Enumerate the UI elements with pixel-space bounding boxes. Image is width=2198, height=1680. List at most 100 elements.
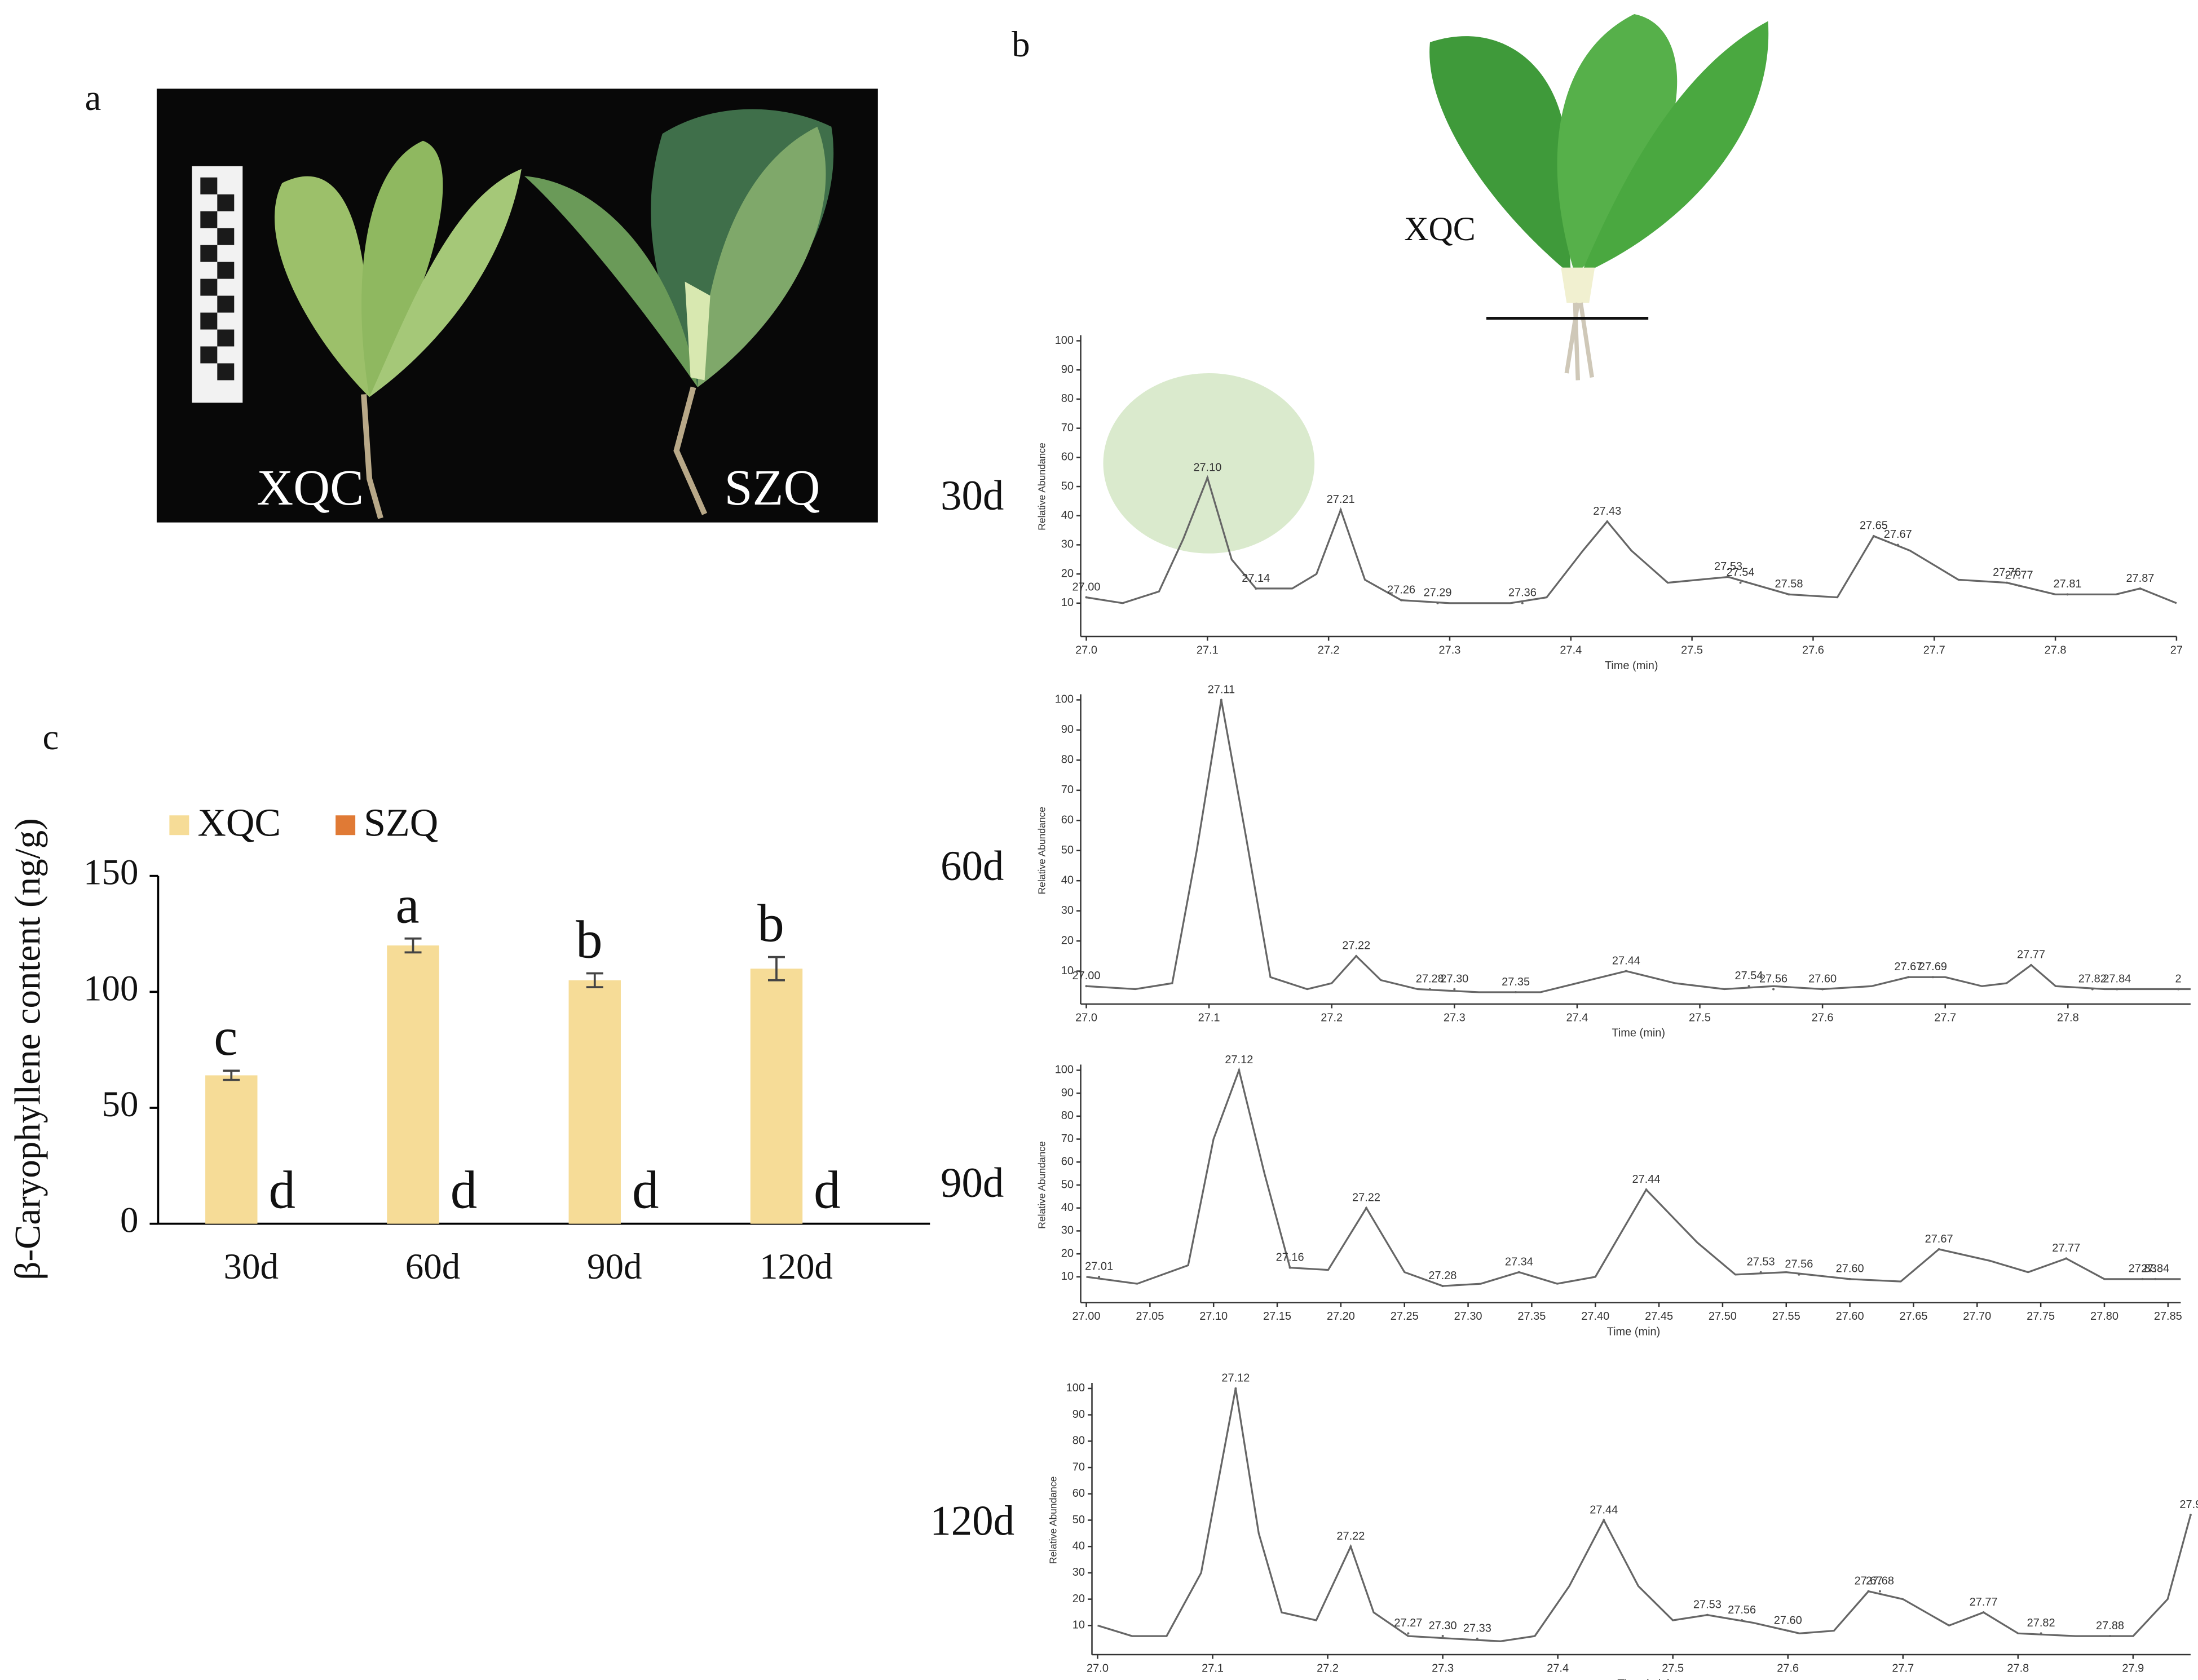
x-axis-label: Time (min) <box>1605 660 1658 672</box>
peak-label: 27.01 <box>1085 1261 1113 1273</box>
peak-marker <box>1787 593 1790 596</box>
peak-marker <box>1441 1635 1444 1638</box>
peak-marker <box>1907 976 1910 979</box>
peak-label: 27.77 <box>1970 1596 1998 1608</box>
y-tick-label: 0 <box>120 1200 138 1241</box>
x-tick-label: 27.2 <box>1318 644 1340 656</box>
peak-label: 27.22 <box>1336 1530 1365 1542</box>
significance-letter: d <box>451 1160 477 1220</box>
x-tick-label: 27.4 <box>1566 1011 1588 1024</box>
peak-marker <box>2139 587 2142 590</box>
peak-label: 27.27 <box>1394 1617 1422 1629</box>
peak-label: 2 <box>2175 972 2182 985</box>
peak-marker <box>1453 988 1456 991</box>
peak-label: 27.10 <box>1193 461 1221 474</box>
x-tick-label: 27.5 <box>1662 1662 1684 1674</box>
peak-marker <box>1872 534 1875 537</box>
peak-marker <box>1355 954 1358 957</box>
significance-letter: d <box>268 1160 295 1220</box>
peak-label: 27.44 <box>1632 1173 1661 1186</box>
peak-marker <box>1878 1590 1881 1593</box>
x-tick-label: 27.3 <box>1432 1662 1454 1674</box>
x-tick-label: 27.1 <box>1197 644 1219 656</box>
legend-swatch <box>336 815 356 835</box>
x-tick-label: 27.1 <box>1202 1662 1224 1674</box>
y-tick-label: 30 <box>1072 1566 1085 1579</box>
peak-label: 27.26 <box>1387 583 1415 596</box>
x-tick-label: 27.7 <box>1934 1011 1956 1024</box>
peak-label: 27.11 <box>1208 683 1235 696</box>
y-tick-label: 100 <box>1066 1382 1085 1394</box>
peak-marker <box>2040 1632 2042 1635</box>
y-tick-label: 20 <box>1061 934 1074 947</box>
x-tick-label: 27.75 <box>2027 1310 2055 1323</box>
peak-marker <box>1365 1206 1368 1209</box>
peak-label: 27.28 <box>1416 972 1444 985</box>
peak-marker <box>2177 988 2180 991</box>
x-axis-label: Time (min) <box>1607 1325 1661 1338</box>
legend-label: SZQ <box>364 801 438 845</box>
y-tick-label: 20 <box>1061 1247 1074 1259</box>
peak-marker <box>1867 1590 1870 1593</box>
panel-label: a <box>85 78 101 118</box>
peak-label: 27.9 <box>2179 1498 2198 1511</box>
peak-marker <box>1098 1275 1101 1278</box>
peak-marker <box>1349 1545 1352 1548</box>
peak-label: 27.22 <box>1342 940 1370 952</box>
trace <box>1086 475 2177 604</box>
peak-label: 27.56 <box>1728 1604 1756 1616</box>
peak-label: 27.34 <box>1505 1256 1533 1268</box>
peak-label: 27.82 <box>2078 972 2107 985</box>
x-tick-label: 27.00 <box>1072 1310 1101 1323</box>
peak-label: 27.21 <box>1327 493 1355 506</box>
peak-marker <box>1937 1248 1940 1250</box>
peak-marker <box>1220 698 1222 701</box>
y-tick-label: 60 <box>1061 451 1074 463</box>
error-bar <box>586 972 603 989</box>
peak-label: 27.77 <box>2017 949 2045 961</box>
peak-label: 27.67 <box>1855 1575 1883 1587</box>
y-tick-label: 10 <box>1061 965 1074 977</box>
peak-marker <box>2066 593 2069 596</box>
x-tick-label: 27.8 <box>2057 1011 2079 1024</box>
y-tick-label: 80 <box>1061 392 1074 405</box>
peak-marker <box>1848 1277 1851 1280</box>
x-tick-label: 27.5 <box>1681 644 1703 656</box>
peak-label: 27.36 <box>1508 587 1537 599</box>
peak-marker <box>1476 1637 1478 1640</box>
x-tick-label: 27.30 <box>1454 1310 1482 1323</box>
peak-label: 27.65 <box>1860 520 1888 532</box>
y-tick-label: 10 <box>1061 596 1074 609</box>
x-tick-label: 27.35 <box>1517 1310 1546 1323</box>
y-tick-label: 20 <box>1061 567 1074 580</box>
peak-label: 27.76 <box>1993 566 2021 578</box>
peak-label: 27.22 <box>1352 1191 1380 1204</box>
x-tick-label: 27.25 <box>1391 1310 1419 1323</box>
peak-label: 27.82 <box>2027 1617 2055 1629</box>
peak-marker <box>1741 1619 1744 1621</box>
y-tick-label: 80 <box>1061 1109 1074 1122</box>
y-tick-label: 50 <box>101 1084 138 1125</box>
y-tick-label: 50 <box>1072 1514 1085 1526</box>
y-tick-label: 70 <box>1061 784 1074 796</box>
chart-title: 60d <box>941 843 1004 890</box>
x-tick-label: 27.0 <box>1075 1011 1097 1024</box>
significance-letter: b <box>576 909 602 969</box>
photo-label: SZQ <box>725 460 820 516</box>
peak-label: 27.53 <box>1693 1598 1722 1611</box>
y-tick-label: 40 <box>1061 509 1074 521</box>
peak-label: 27.67 <box>1884 528 1912 541</box>
peak-label: 27.16 <box>1276 1251 1304 1263</box>
x-tick-label: 27.7 <box>1892 1662 1914 1674</box>
error-bar <box>223 1069 240 1081</box>
x-axis-label: Time (min) <box>1617 1678 1671 1680</box>
y-axis-label: Relative Abundance <box>1036 807 1048 894</box>
y-tick-label: 50 <box>1061 480 1074 492</box>
peak-label: 27.69 <box>1919 961 1947 973</box>
peak-label: 27.28 <box>1428 1270 1456 1282</box>
panel-label: b <box>1012 24 1030 65</box>
peak-marker <box>1931 976 1934 979</box>
peak-marker <box>2154 1277 2157 1280</box>
x-tick-label: 27.70 <box>1963 1310 1991 1323</box>
x-tick-label: 27.65 <box>1899 1310 1927 1323</box>
